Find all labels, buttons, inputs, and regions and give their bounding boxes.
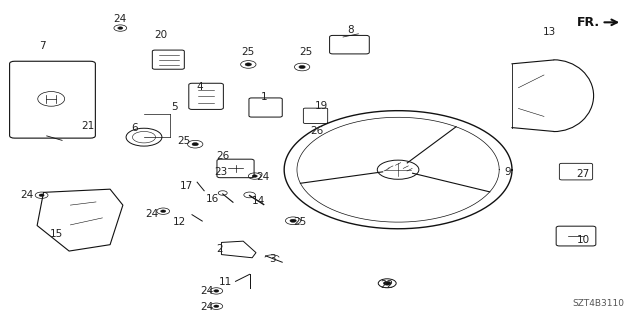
Text: 7: 7 (40, 41, 46, 51)
Text: 2: 2 (216, 244, 223, 255)
Text: 11: 11 (218, 277, 232, 287)
Text: 13: 13 (543, 27, 556, 37)
Circle shape (299, 65, 305, 69)
Text: 21: 21 (81, 121, 95, 131)
Text: 5: 5 (172, 102, 178, 112)
Text: 25: 25 (300, 48, 313, 57)
Text: 27: 27 (576, 169, 589, 179)
Text: 3: 3 (269, 254, 275, 264)
Text: 12: 12 (172, 217, 186, 227)
Text: 24: 24 (200, 286, 213, 296)
Text: 15: 15 (49, 229, 63, 240)
Text: 23: 23 (214, 167, 227, 177)
Text: 6: 6 (131, 123, 138, 133)
Text: 25: 25 (242, 48, 255, 57)
Text: 24: 24 (145, 209, 159, 219)
Text: 24: 24 (20, 189, 33, 200)
Text: SZT4B3110: SZT4B3110 (572, 299, 624, 308)
Text: 8: 8 (348, 25, 354, 35)
Circle shape (214, 290, 219, 292)
Circle shape (290, 219, 296, 222)
Circle shape (245, 63, 252, 66)
Circle shape (192, 143, 198, 146)
Text: 26: 26 (216, 151, 229, 161)
Circle shape (118, 27, 123, 29)
Text: 20: 20 (155, 30, 168, 40)
Text: FR.: FR. (577, 16, 600, 29)
Text: 26: 26 (310, 126, 324, 136)
Circle shape (383, 281, 391, 285)
Text: 22: 22 (381, 280, 394, 290)
Text: 19: 19 (315, 101, 328, 111)
Text: 4: 4 (197, 82, 204, 93)
Text: 25: 25 (293, 217, 307, 227)
Text: 24: 24 (256, 172, 269, 182)
Text: 10: 10 (577, 235, 591, 245)
Text: 14: 14 (252, 196, 265, 206)
Text: 25: 25 (177, 136, 191, 146)
Text: 1: 1 (261, 92, 268, 102)
Circle shape (214, 305, 219, 308)
Text: 24: 24 (200, 302, 213, 312)
Text: 17: 17 (180, 181, 193, 191)
Circle shape (39, 194, 44, 197)
Text: 24: 24 (114, 14, 127, 24)
Circle shape (252, 175, 257, 177)
Text: 9: 9 (504, 167, 511, 177)
Text: 16: 16 (205, 194, 219, 204)
Circle shape (161, 210, 166, 212)
